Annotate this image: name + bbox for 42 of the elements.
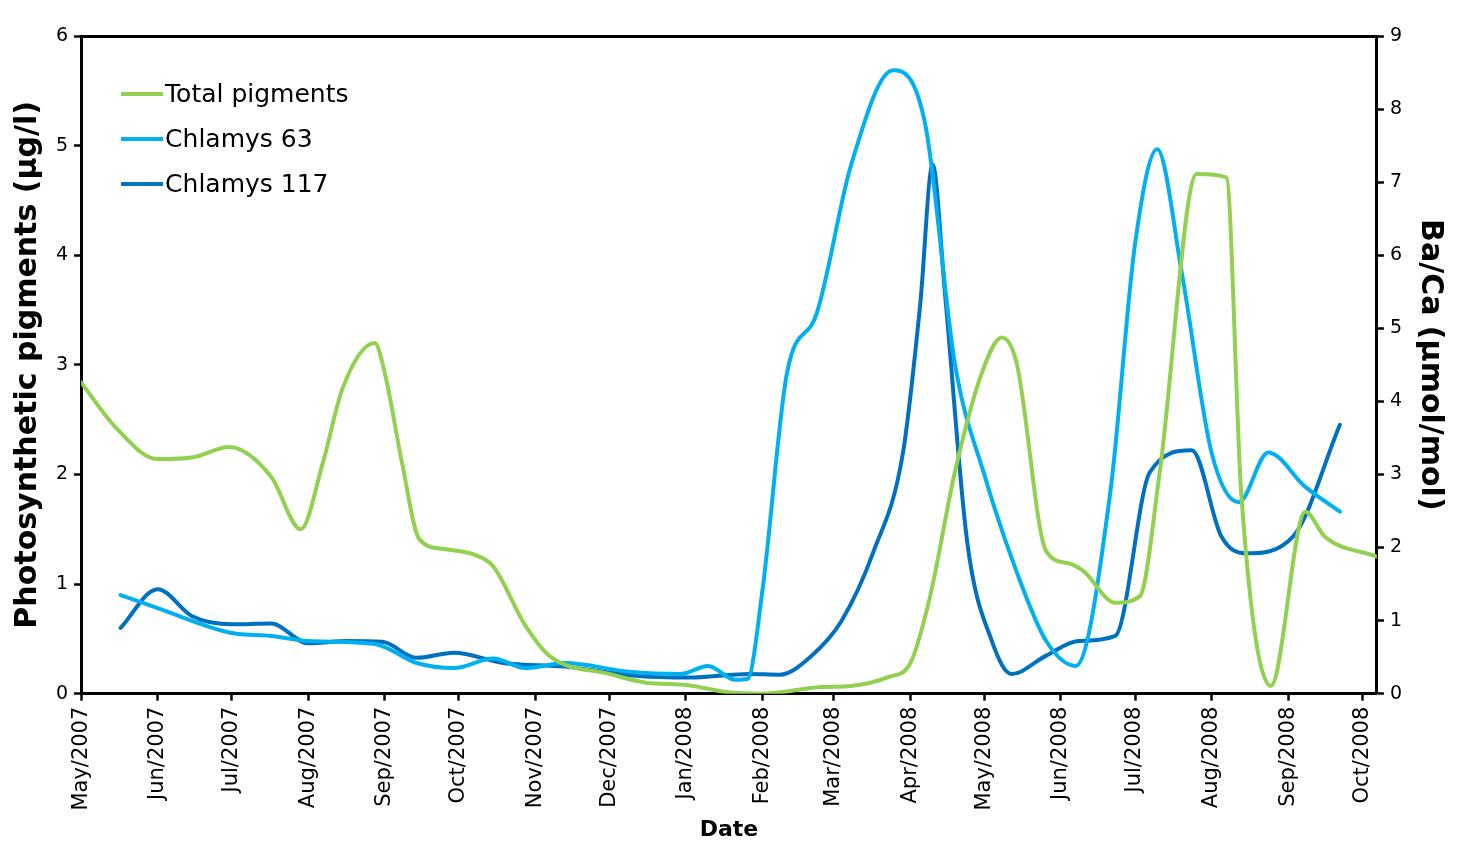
legend-label: Chlamys 117 <box>165 168 329 200</box>
x-tick-label: Sep/2007 <box>371 706 396 807</box>
x-tick-label: Apr/2008 <box>896 706 921 804</box>
line-series <box>118 68 1342 682</box>
y2-tick-label: 8 <box>1389 96 1403 119</box>
legend-label: Total pigments <box>165 78 349 110</box>
x-tick-label: Jul/2008 <box>1121 706 1146 795</box>
y2-axis-title: Ba/Ca (µmol/mol) <box>1415 219 1451 511</box>
x-tick-label: Jan/2008 <box>672 706 697 802</box>
x-tick-label: Mar/2008 <box>820 706 845 807</box>
y-tick-label: 5 <box>55 132 69 155</box>
x-tick-label: May/2008 <box>970 706 995 811</box>
y2-tick-label: 5 <box>1389 315 1403 338</box>
y-tick-label: 6 <box>55 22 69 45</box>
y-tick-label: 0 <box>55 680 69 703</box>
x-tick-label: Jul/2007 <box>218 706 243 795</box>
x-tick-label: Aug/2007 <box>294 706 319 809</box>
y2-tick-label: 2 <box>1389 534 1403 557</box>
x-tick-label: Nov/2007 <box>521 706 546 809</box>
legend-label: Chlamys 63 <box>165 123 313 155</box>
x-tick-label: Feb/2008 <box>748 706 773 805</box>
x-tick-label: Jun/2007 <box>144 706 169 803</box>
x-axis-title: Date <box>699 815 759 841</box>
y2-tick-label: 9 <box>1389 22 1403 45</box>
y2-tick-label: 4 <box>1389 388 1403 411</box>
x-tick-label: Oct/2008 <box>1348 706 1373 804</box>
y-tick-label: 3 <box>55 351 69 374</box>
y2-tick-label: 6 <box>1389 242 1403 265</box>
x-tick-label: Dec/2007 <box>595 706 620 808</box>
x-tick-label: Aug/2008 <box>1197 706 1222 809</box>
x-tick-label: Sep/2008 <box>1274 706 1299 807</box>
y2-tick-label: 1 <box>1389 607 1403 630</box>
x-tick-label: May/2007 <box>67 706 92 811</box>
y-tick-label: 4 <box>55 242 69 265</box>
y-axis-title: Photosynthetic pigments (µg/l) <box>7 101 43 629</box>
x-tick-label: Oct/2007 <box>445 706 470 804</box>
y2-tick-label: 3 <box>1389 461 1403 484</box>
y2-tick-label: 7 <box>1389 169 1403 192</box>
y2-tick-label: 0 <box>1389 680 1403 703</box>
x-tick-label: Jun/2008 <box>1047 706 1072 803</box>
y-tick-label: 1 <box>55 570 69 593</box>
y-tick-label: 2 <box>55 461 69 484</box>
